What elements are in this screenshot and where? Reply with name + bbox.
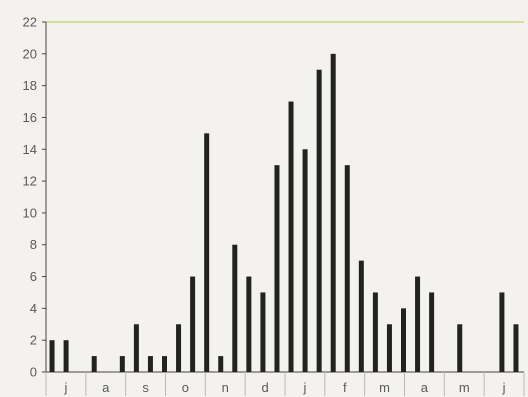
y-tick-label: 14 bbox=[23, 142, 37, 157]
bar bbox=[302, 149, 308, 372]
bar bbox=[358, 260, 364, 372]
bar bbox=[232, 244, 238, 372]
bar bbox=[372, 292, 378, 372]
y-tick-label: 10 bbox=[23, 205, 37, 220]
bar bbox=[176, 324, 182, 372]
bar bbox=[133, 324, 139, 372]
y-tick-label: 16 bbox=[23, 110, 37, 125]
y-tick-label: 6 bbox=[30, 269, 37, 284]
y-tick-label: 8 bbox=[30, 237, 37, 252]
y-tick-label: 0 bbox=[30, 365, 37, 380]
x-tick-label: s bbox=[142, 380, 149, 395]
x-tick-label: d bbox=[261, 380, 268, 395]
x-tick-label: n bbox=[222, 380, 229, 395]
x-tick-label: a bbox=[421, 380, 429, 395]
bar bbox=[457, 324, 463, 372]
x-tick-label: j bbox=[63, 380, 67, 395]
y-tick-label: 12 bbox=[23, 174, 37, 189]
bar bbox=[63, 340, 69, 372]
x-tick-label: m bbox=[379, 380, 390, 395]
bar bbox=[316, 69, 322, 373]
bar bbox=[386, 324, 392, 372]
bar bbox=[429, 292, 435, 372]
bar bbox=[274, 165, 280, 372]
bar bbox=[119, 356, 125, 372]
y-tick-label: 20 bbox=[23, 46, 37, 61]
y-tick-label: 18 bbox=[23, 78, 37, 93]
bar bbox=[190, 276, 196, 372]
bar bbox=[288, 101, 294, 372]
bar bbox=[344, 165, 350, 372]
bar bbox=[246, 276, 252, 372]
bar bbox=[204, 133, 210, 372]
x-tick-label: f bbox=[343, 380, 347, 395]
x-tick-label: m bbox=[459, 380, 470, 395]
bar bbox=[513, 324, 519, 372]
x-tick-label: j bbox=[502, 380, 506, 395]
bar bbox=[162, 356, 167, 372]
bar bbox=[91, 356, 97, 372]
y-tick-label: 4 bbox=[30, 301, 37, 316]
x-tick-label: o bbox=[182, 380, 189, 395]
bar bbox=[415, 276, 421, 372]
bar bbox=[218, 356, 224, 372]
x-tick-label: a bbox=[102, 380, 110, 395]
bar bbox=[330, 53, 336, 373]
x-tick-label: j bbox=[302, 380, 306, 395]
bar bbox=[401, 308, 406, 372]
bar bbox=[260, 292, 266, 372]
y-axis: 0 2 4 6 8 10 12 14 16 18 20 22 bbox=[23, 15, 524, 380]
bars bbox=[49, 53, 519, 373]
bar bbox=[49, 340, 55, 372]
y-tick-label: 22 bbox=[23, 15, 37, 30]
y-tick-label: 2 bbox=[30, 333, 37, 348]
bar bbox=[499, 292, 505, 372]
bar bbox=[147, 356, 153, 372]
